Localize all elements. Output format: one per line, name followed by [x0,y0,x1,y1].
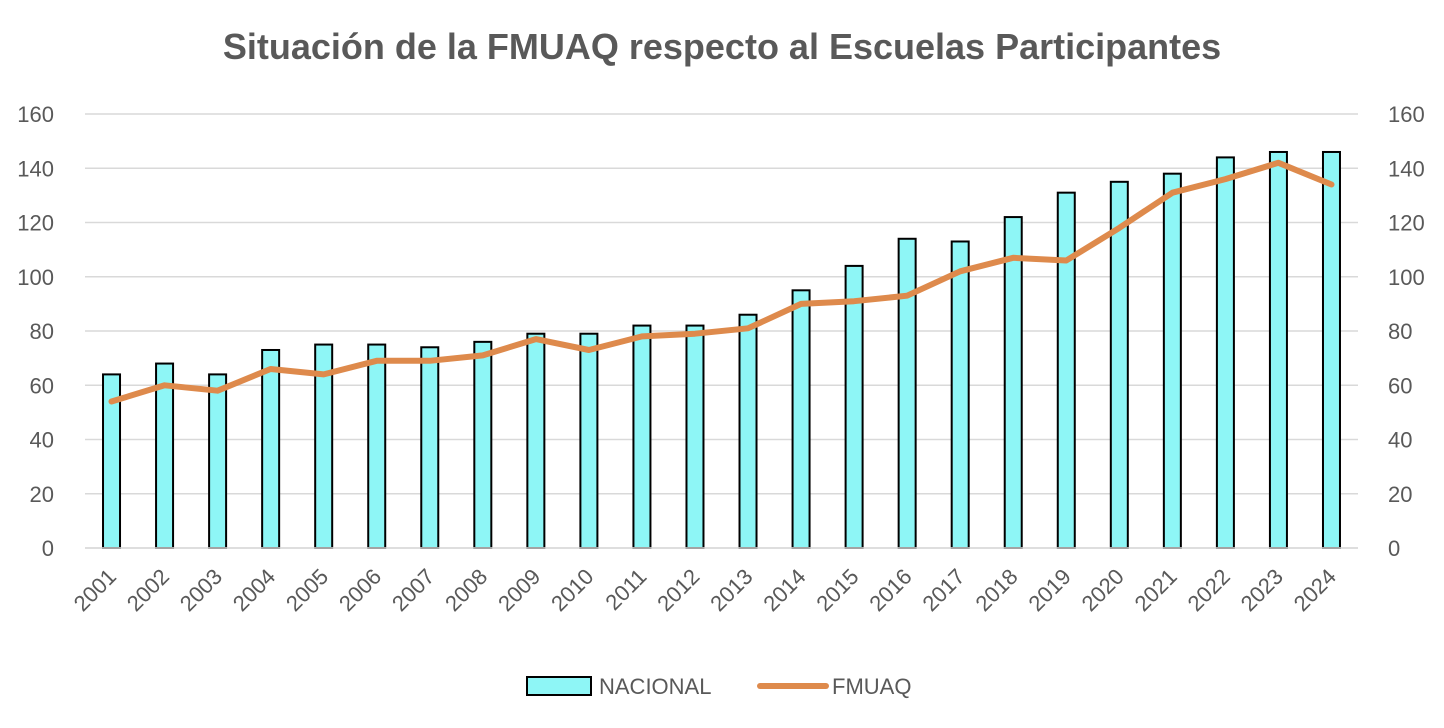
y-tick-label-left: 100 [17,265,54,290]
y-tick-label-right: 160 [1388,102,1425,127]
bar [526,332,546,549]
x-tick-label: 2019 [1024,564,1076,616]
x-tick-label: 2022 [1183,564,1235,616]
x-tick-label: 2013 [705,564,757,616]
bar [791,289,811,549]
x-tick-label: 2006 [334,564,386,616]
y-tick-label-right: 140 [1388,156,1425,181]
y-tick-label-right: 120 [1388,211,1425,236]
x-axis: 2001 2002 2003 2004 2005 2006 2007 2008 2009 2010… [69,547,1358,616]
y-tick-label-right: 100 [1388,265,1425,290]
bar-series-nacional [102,150,1341,550]
y-tick-label-left: 160 [17,102,54,127]
x-tick-label: 2010 [546,564,598,616]
y-tick-label-left: 120 [17,211,54,236]
x-tick-label: 2008 [440,564,492,616]
legend: NACIONAL FMUAQ [526,674,911,699]
bar [261,348,281,549]
y-tick-label-left: 40 [30,428,54,453]
bar [1003,216,1023,549]
x-tick-label: 2016 [864,564,916,616]
right-y-axis: 0 20 40 60 80 100 120 140 160 [1388,102,1425,561]
y-tick-label-left: 20 [30,482,54,507]
line-series-fmuaq [108,159,1335,405]
bar [685,324,705,550]
x-tick-label: 2012 [652,564,704,616]
left-y-axis: 0 20 40 60 80 100 120 140 160 [17,102,54,561]
bar [473,340,493,549]
x-tick-label: 2015 [811,564,863,616]
bar [1056,191,1076,549]
x-tick-label: 2005 [281,564,333,616]
y-tick-label-left: 140 [17,156,54,181]
chart-title: Situación de la FMUAQ respecto al Escuel… [223,26,1221,67]
y-tick-label-right: 0 [1388,536,1400,561]
x-tick-label: 2020 [1077,564,1129,616]
x-tick-label: 2002 [122,564,174,616]
x-tick-label: 2024 [1289,564,1341,616]
x-tick-label: 2001 [69,564,121,616]
x-tick-label: 2023 [1236,564,1288,616]
x-tick-label: 2003 [175,564,227,616]
legend-label-fmuaq: FMUAQ [832,674,911,699]
x-tick-label: 2004 [228,564,280,616]
x-tick-label: 2021 [1130,564,1182,616]
bar [420,346,440,549]
bar [367,343,387,549]
x-tick-label: 2014 [758,564,810,616]
x-tick-label: 2009 [493,564,545,616]
bar [632,324,652,550]
x-tick-label: 2011 [600,564,651,615]
legend-label-nacional: NACIONAL [599,674,711,699]
bar [1268,150,1288,549]
legend-swatch-nacional [526,676,592,696]
bar [844,264,864,549]
y-tick-label-right: 40 [1388,428,1412,453]
bar [897,237,917,549]
y-tick-label-right: 60 [1388,373,1412,398]
x-tick-label: 2007 [387,564,439,616]
bar [950,240,970,550]
y-tick-label-left: 80 [30,319,54,344]
x-tick-label: 2017 [917,564,969,616]
bar [208,373,228,549]
y-tick-label-right: 20 [1388,482,1412,507]
series-line-fmuaq [108,159,1335,405]
bar [155,362,175,549]
y-tick-label-left: 0 [42,536,54,561]
y-tick-label-right: 80 [1388,319,1412,344]
bar [1215,156,1235,549]
bar [1109,180,1129,549]
bar [1162,172,1182,550]
y-tick-label-left: 60 [30,373,54,398]
bar [1321,150,1341,549]
x-tick-label: 2018 [970,564,1022,616]
bar [738,313,758,549]
bar [579,332,599,549]
